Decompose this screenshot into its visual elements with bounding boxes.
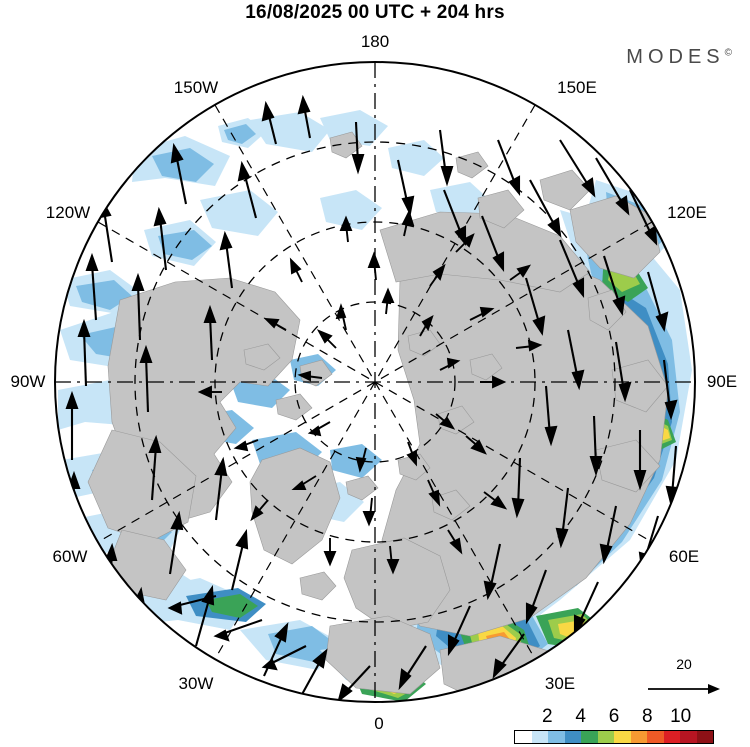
colorbar-swatch xyxy=(614,731,631,743)
page-title: 16/08/2025 00 UTC + 204 hrs xyxy=(245,2,505,23)
longitude-label: 180 xyxy=(360,32,390,51)
colorbar-swatch xyxy=(548,731,565,743)
logo-text: MODES xyxy=(626,46,725,68)
longitude-label: 90W xyxy=(10,372,46,391)
polar-stereographic-map xyxy=(54,61,696,703)
colorbar-tick-label: 10 xyxy=(670,706,692,727)
colorbar-swatch xyxy=(680,731,697,743)
globe-outline xyxy=(54,61,696,703)
copyright-icon: © xyxy=(724,47,732,59)
colorbar-tick-label: 4 xyxy=(575,706,586,727)
longitude-label: 60E xyxy=(668,547,700,566)
colorbar-tick-label: 8 xyxy=(642,706,653,727)
longitude-label: 90E xyxy=(706,372,738,391)
landmass-layer xyxy=(87,131,669,702)
colorbar-swatch xyxy=(597,731,614,743)
map-content xyxy=(55,62,695,702)
colorbar-swatch xyxy=(531,731,548,743)
colorbar-swatch xyxy=(515,731,532,743)
longitude-label: 30E xyxy=(544,674,576,693)
longitude-label: 0 xyxy=(374,714,384,733)
longitude-label: 30W xyxy=(178,674,214,693)
colorbar-swatch xyxy=(630,731,647,743)
longitude-label: 120E xyxy=(667,203,707,222)
colorbar-tick-labels: 2 4 6 8 10 xyxy=(514,706,714,728)
map-panel xyxy=(0,30,750,710)
colorbar-swatch xyxy=(663,731,680,743)
longitude-label: 60W xyxy=(52,547,88,566)
colorbar-swatch xyxy=(564,731,581,743)
graticule xyxy=(55,62,695,702)
colorbar-tick-label: 6 xyxy=(608,706,620,727)
longitude-label: 150W xyxy=(173,78,219,97)
longitude-label: 150E xyxy=(557,78,597,97)
colorbar-swatch xyxy=(696,731,713,743)
colorbar-swatch xyxy=(581,731,598,743)
colorbar-tick-label: 2 xyxy=(542,706,553,727)
modes-logo: MODES© xyxy=(626,46,732,69)
longitude-label: 120W xyxy=(45,203,91,222)
colorbar-swatch xyxy=(647,731,664,743)
colorbar xyxy=(514,730,714,744)
vector-scale-value: 20 xyxy=(676,656,692,672)
right-arrow-icon xyxy=(648,684,720,694)
vector-scale-legend: 20 xyxy=(634,656,734,702)
